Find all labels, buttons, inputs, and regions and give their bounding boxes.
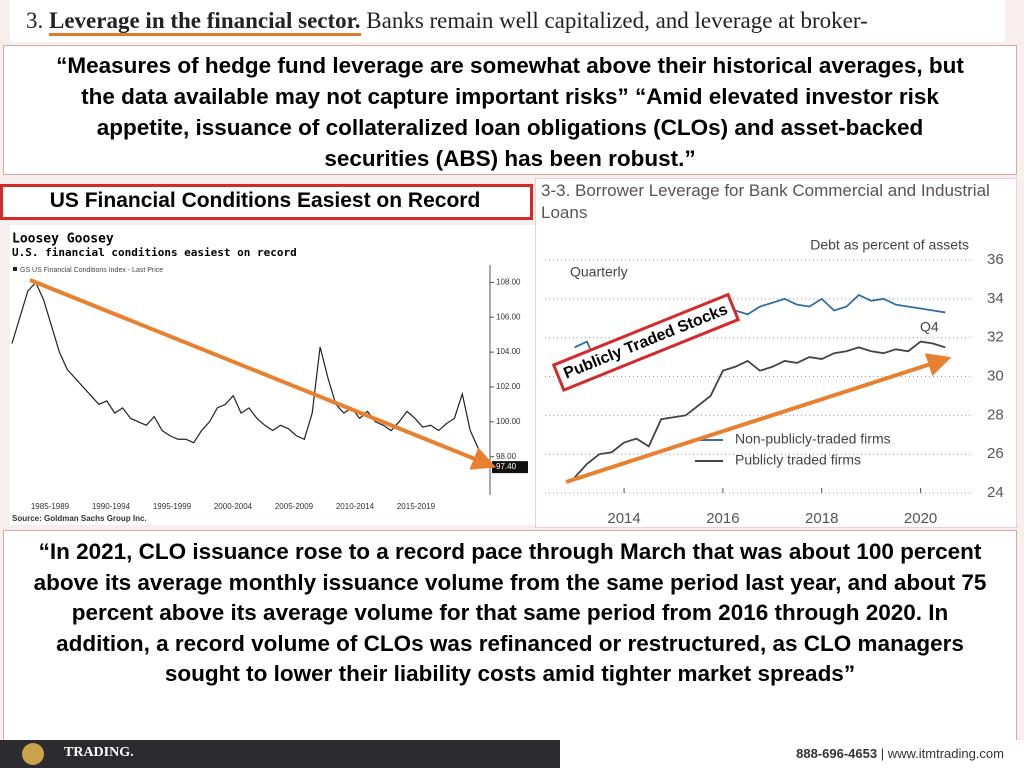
y-tick-label: 24 — [987, 484, 1004, 501]
y-tick-label: 36 — [987, 251, 1004, 268]
last-label-box — [492, 461, 528, 474]
caption-box — [0, 184, 533, 220]
logo — [22, 743, 44, 765]
last-label: 97.40 — [496, 462, 517, 471]
header: 3. Leverage in the financial sector. Ban… — [10, 0, 1005, 42]
y-tick-label: 34 — [987, 290, 1004, 307]
x-tick-label: 1985-1989 — [31, 502, 70, 511]
x-tick-label: 2014 — [607, 510, 640, 527]
source: Source: Goldman Sachs Group Inc. — [12, 514, 147, 523]
quote-top: “Measures of hedge fund leverage are som… — [3, 45, 1017, 175]
x-tick-label: 2018 — [805, 510, 838, 527]
y-tick-label: 100.00 — [496, 417, 521, 426]
x-tick-label: 2000-2004 — [214, 502, 253, 511]
legend-label: Non-publicly-traded firms — [735, 431, 891, 447]
y-tick-label: 30 — [987, 367, 1004, 384]
y-tick-label: 108.00 — [496, 278, 521, 287]
chart-title: Loosey Goosey — [12, 232, 114, 247]
x-tick-label: 2005-2009 — [275, 502, 314, 511]
header-number: 3. — [26, 8, 44, 33]
legend-label: Publicly traded firms — [735, 452, 861, 468]
chart-subtitle: U.S. financial conditions easiest on rec… — [12, 246, 297, 259]
y-tick-label: 102.00 — [496, 382, 521, 391]
left-chart: Loosey Goosey U.S. financial conditions … — [10, 225, 535, 525]
footer-contact: 888-696-4653 | www.itmtrading.com — [560, 740, 1024, 768]
x-tick-label: 1990-1994 — [92, 502, 131, 511]
legend-label: GS US Financial Conditions Index - Last … — [20, 267, 163, 274]
y-tick-label: 106.00 — [496, 312, 521, 321]
x-tick-label: 1995-1999 — [153, 502, 192, 511]
y-tick-label: 104.00 — [496, 347, 521, 356]
footer-brand: TRADING. — [64, 745, 134, 760]
x-tick-label: 2016 — [706, 510, 739, 527]
quote-bottom: “In 2021, CLO issuance rose to a record … — [3, 530, 1017, 742]
x-tick-label: 2010-2014 — [336, 502, 375, 511]
y-tick-label: 26 — [987, 445, 1004, 462]
x-tick-label: 2015-2019 — [397, 502, 436, 511]
annotation: Q4 — [920, 319, 939, 335]
y-label: Debt as percent of assets — [810, 237, 969, 253]
footer-bar — [0, 740, 560, 768]
chart-title: 3-3. Borrower Leverage for Bank Commerci… — [541, 181, 990, 222]
annotation: Quarterly — [570, 264, 628, 280]
left-caption: US Financial Conditions Easiest on Recor… — [49, 189, 481, 212]
footer-phone: 888-696-4653 — [796, 746, 878, 761]
y-tick-label: 32 — [987, 329, 1004, 346]
y-tick-label: 28 — [987, 406, 1004, 423]
legend-swatch — [13, 267, 17, 271]
header-text: Banks remain well capitalized, and lever… — [366, 8, 868, 33]
y-tick-label: 98.00 — [496, 452, 517, 461]
x-tick-label: 2020 — [904, 510, 937, 527]
footer-website: www.itmtrading.com — [887, 746, 1004, 761]
title-wrap: 3-3. Borrower Leverage for Bank Commerci… — [541, 181, 990, 222]
header-heading: Leverage in the financial sector. — [49, 8, 361, 36]
